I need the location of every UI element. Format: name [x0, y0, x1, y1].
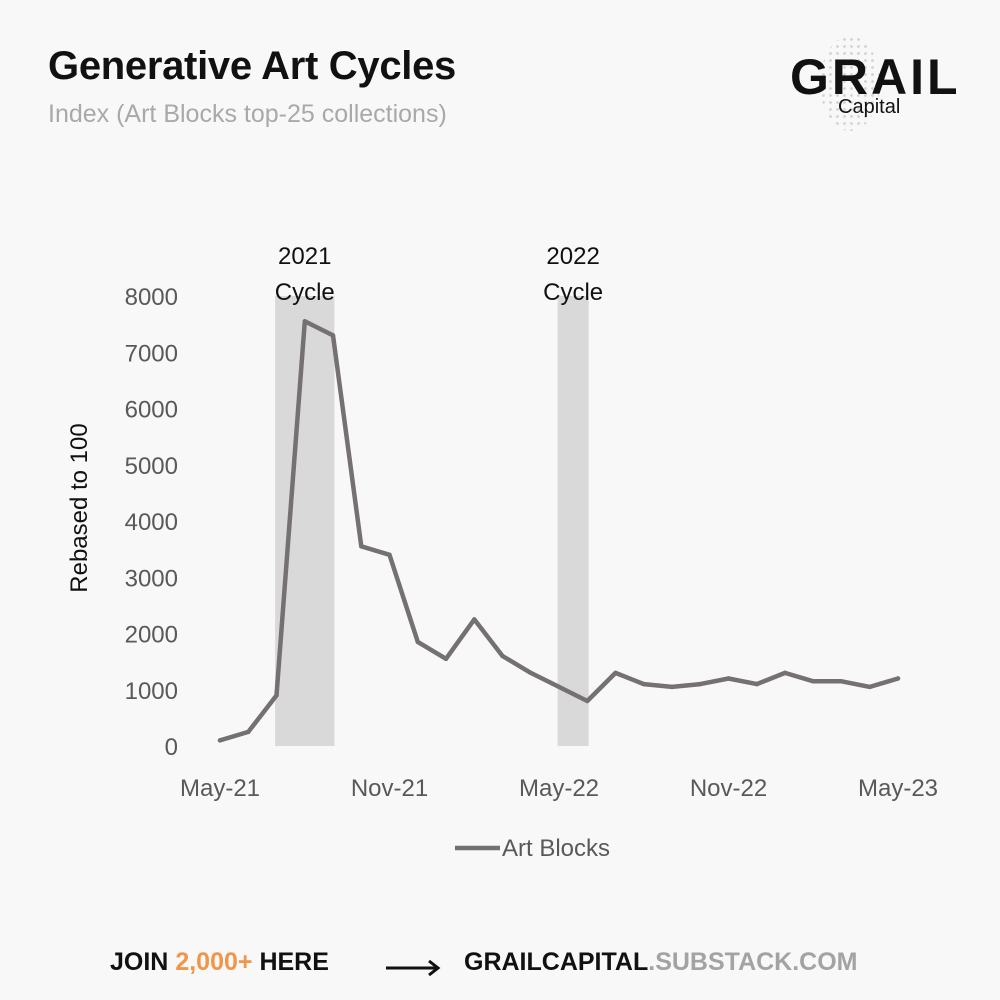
y-tick-label: 6000	[125, 397, 178, 424]
arrow-right-icon	[386, 960, 441, 976]
brand-logo: GRAIL Capital	[780, 36, 970, 136]
data-point	[556, 684, 562, 690]
logo-dots-decoration	[820, 36, 880, 131]
data-point	[246, 729, 251, 735]
data-point	[217, 738, 223, 743]
data-point	[754, 681, 759, 687]
data-point	[359, 544, 364, 549]
data-point	[387, 552, 392, 557]
footer-here: HERE	[259, 948, 329, 976]
y-tick-label: 1000	[125, 678, 178, 705]
y-tick-label: 4000	[125, 509, 178, 536]
data-point	[895, 676, 901, 681]
data-point	[500, 653, 505, 659]
data-point	[782, 670, 788, 676]
cycle-label-word: Cycle	[543, 279, 603, 306]
y-tick-label: 7000	[125, 340, 178, 367]
legend-label: Art Blocks	[502, 835, 610, 862]
cycle-label-year: 2021	[278, 243, 331, 270]
data-point	[528, 670, 533, 676]
page-title: Generative Art Cycles	[48, 44, 456, 88]
data-point	[811, 679, 816, 684]
logo-name: GRAIL	[790, 49, 961, 105]
footer-count: 2,000+	[175, 948, 253, 976]
y-tick-label: 0	[165, 734, 178, 761]
logo-subname: Capital	[838, 96, 901, 118]
footer-join: JOIN	[110, 948, 169, 976]
cycle-label-word: Cycle	[275, 279, 335, 306]
data-point	[330, 333, 336, 338]
data-point	[585, 698, 590, 704]
url-domain: .SUBSTACK.COM	[648, 948, 858, 976]
line-chart: 2021 Cycle 2022 Cycle 0 1000 2000 3000 4000 5000…	[66, 243, 938, 862]
cycle-label-year: 2022	[546, 243, 599, 270]
data-point	[839, 679, 844, 684]
data-point	[641, 681, 646, 687]
data-point	[669, 684, 675, 690]
data-point	[415, 639, 420, 645]
data-point	[613, 670, 618, 676]
substack-link[interactable]: GRAILCAPITAL.SUBSTACK.COM	[464, 948, 858, 977]
y-tick-label: 2000	[125, 622, 178, 649]
y-axis-label: Rebased to 100	[66, 423, 93, 592]
x-tick-label: Nov-21	[351, 775, 428, 802]
shaded-period	[275, 296, 335, 746]
url-main: GRAILCAPITAL	[464, 948, 649, 976]
data-point	[726, 676, 731, 681]
data-point	[698, 681, 703, 687]
data-point	[274, 693, 279, 698]
legend: Art Blocks	[455, 835, 610, 862]
x-tick-label: Nov-22	[690, 775, 767, 802]
footer-join-text: JOIN 2,000+ HERE	[110, 948, 329, 977]
data-point	[472, 617, 477, 622]
shaded-period	[557, 296, 589, 746]
data-point	[302, 319, 307, 324]
y-tick-label: 3000	[125, 565, 178, 592]
x-tick-label: May-22	[519, 775, 599, 802]
y-tick-label: 8000	[125, 284, 178, 311]
x-tick-label: May-23	[858, 775, 938, 802]
page-subtitle: Index (Art Blocks top-25 collections)	[48, 100, 447, 128]
data-point	[867, 684, 872, 690]
data-point	[443, 656, 449, 662]
x-tick-label: May-21	[180, 775, 260, 802]
y-tick-label: 5000	[125, 453, 178, 480]
